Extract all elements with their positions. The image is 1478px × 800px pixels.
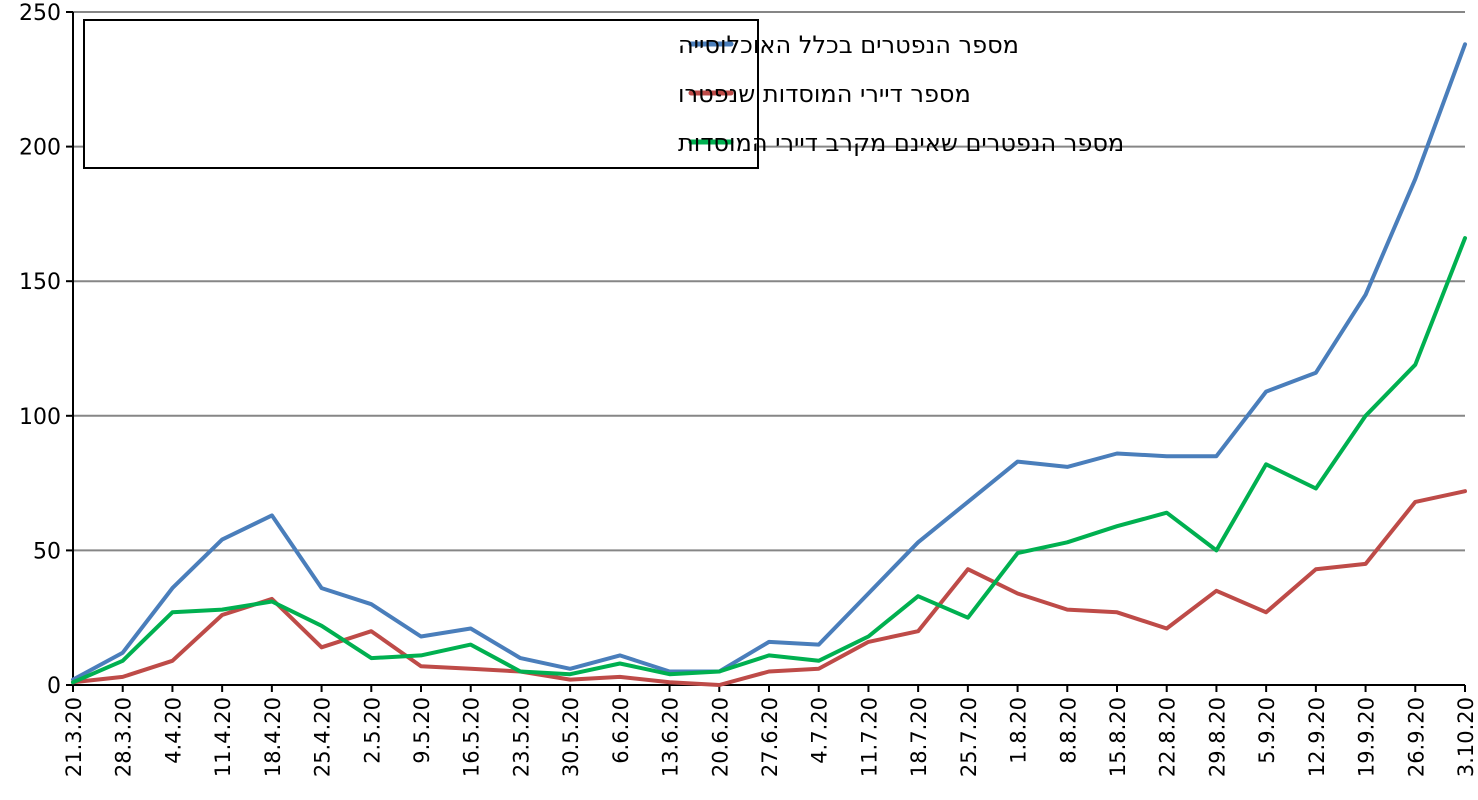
x-tick-label: 30.5.20 (559, 697, 583, 777)
x-tick-label: 1.8.20 (1007, 697, 1031, 764)
series-line-3 (71, 236, 1467, 685)
legend-label-1: מספר הנפטרים בכלל האוכלוסייה (678, 31, 1019, 59)
series-line-2 (71, 489, 1467, 687)
legend-label-3: מספר הנפטרים שאינם מקרב דיירי המוסדות (678, 129, 1124, 157)
x-tick-label: 23.5.20 (509, 697, 533, 777)
x-tick-label: 4.7.20 (808, 697, 832, 764)
x-tick-label: 18.4.20 (261, 697, 285, 777)
x-tick-label: 5.9.20 (1255, 697, 1279, 764)
y-tick-label: 100 (19, 405, 61, 430)
x-tick-label: 27.6.20 (758, 697, 782, 777)
y-axis: 0 50 100 150 200 250 (19, 1, 74, 699)
x-tick-label: 25.7.20 (957, 697, 981, 777)
legend-label-2: מספר דיירי המוסדות שנפטרו (678, 80, 971, 108)
series-line-1 (71, 42, 1467, 682)
x-tick-label: 8.8.20 (1056, 697, 1080, 764)
x-tick-label: 22.8.20 (1156, 697, 1180, 777)
x-tick-label: 19.9.20 (1355, 697, 1379, 777)
x-tick-label: 13.6.20 (659, 697, 683, 777)
series-lines (71, 42, 1467, 687)
x-tick-label: 12.9.20 (1305, 697, 1329, 777)
x-tick-label: 2.5.20 (360, 697, 384, 764)
x-tick-label: 16.5.20 (460, 697, 484, 777)
x-tick-label: 20.6.20 (708, 697, 732, 777)
x-tick-label: 25.4.20 (311, 697, 335, 777)
x-tick-label: 3.10.20 (1454, 697, 1478, 777)
x-tick-label: 11.4.20 (211, 697, 235, 777)
x-tick-label: 29.8.20 (1205, 697, 1229, 777)
y-tick-label: 0 (47, 674, 61, 699)
x-tick-label: 15.8.20 (1106, 697, 1130, 777)
legend: מספר הנפטרים בכלל האוכלוסייה מספר דיירי ה… (83, 19, 1124, 169)
x-tick-label: 4.4.20 (161, 697, 185, 764)
x-axis: 21.3.20 28.3.20 4.4.20 11.4.20 18.4.20 25.4.2… (62, 684, 1478, 777)
x-tick-label: 18.7.20 (907, 697, 931, 777)
x-tick-label: 11.7.20 (857, 697, 881, 777)
y-tick-label: 200 (19, 136, 61, 161)
y-tick-label: 250 (19, 1, 61, 26)
x-tick-label: 21.3.20 (62, 697, 86, 777)
y-tick-label: 150 (19, 270, 61, 295)
x-tick-label: 28.3.20 (112, 697, 136, 777)
y-tick-label: 50 (33, 539, 61, 564)
x-tick-label: 6.6.20 (609, 697, 633, 764)
x-tick-label: 9.5.20 (410, 697, 434, 764)
legend-box (83, 19, 759, 169)
x-tick-label: 26.9.20 (1404, 697, 1428, 777)
